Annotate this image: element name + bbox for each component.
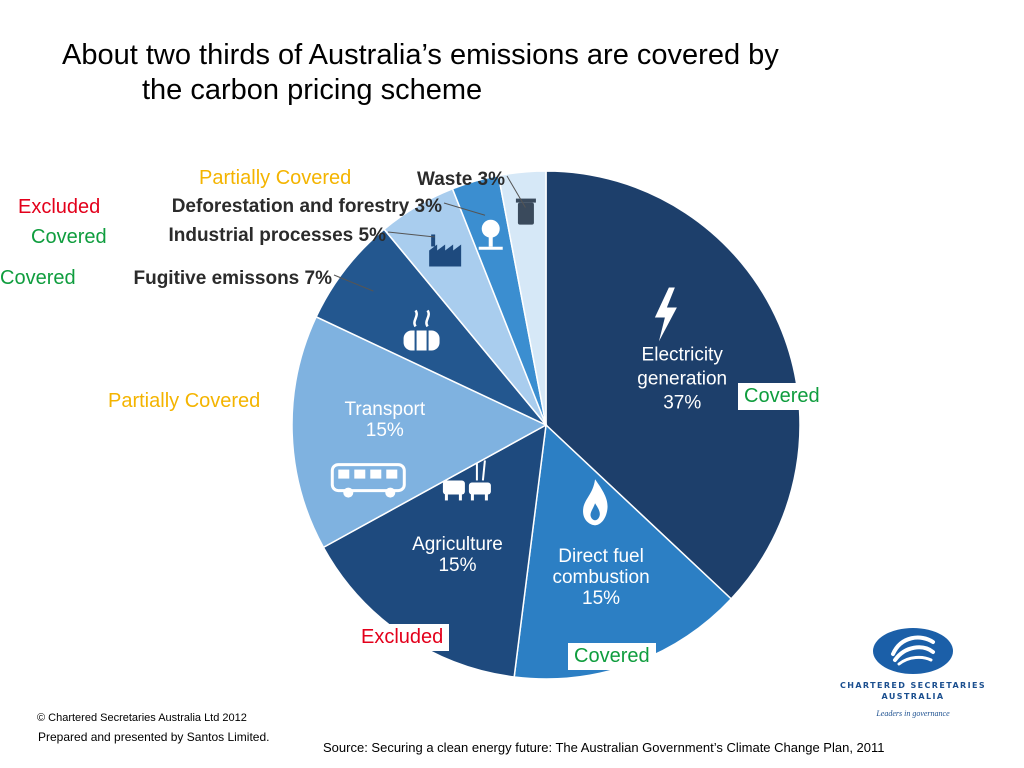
leader-line xyxy=(333,274,374,292)
title-line-1: About two thirds of Australia’s emission… xyxy=(62,39,779,71)
pie-slice-fugitive-emissons xyxy=(315,228,547,426)
coverage-label-fugitive: Covered xyxy=(0,267,76,289)
leader-line xyxy=(443,202,486,216)
title-line-2: the carbon pricing scheme xyxy=(142,74,483,107)
slice-outer-label: Fugitive emissons 7% xyxy=(133,268,332,289)
prepared-by-text: Prepared and presented by Santos Limited… xyxy=(38,730,270,744)
livestock-icon xyxy=(442,460,491,501)
coverage-label-deforestation: Excluded xyxy=(18,196,101,218)
source-text: Source: Securing a clean energy future: … xyxy=(323,740,885,755)
coverage-label-direct-fuel: Covered xyxy=(568,643,656,670)
slice-label: Direct fuel xyxy=(558,546,644,567)
pie-slice-waste xyxy=(497,170,547,426)
slide-title: About two thirds of Australia’s emission… xyxy=(62,38,982,109)
tree-icon xyxy=(478,219,503,250)
coverage-label-electricity: Covered xyxy=(738,383,826,410)
slice-label: 37% xyxy=(663,393,701,414)
lightning-icon xyxy=(654,287,677,342)
slice-label: 15% xyxy=(366,420,404,441)
csa-logo-mark-icon xyxy=(873,628,953,674)
slice-label: 15% xyxy=(582,588,620,609)
slice-outer-label: Deforestation and forestry 3% xyxy=(172,196,442,217)
logo-name-line-1: CHARTERED SECRETARIES xyxy=(839,681,987,690)
slice-outer-label: Industrial processes 5% xyxy=(168,225,386,246)
logo-tagline: Leaders in governance xyxy=(876,708,950,718)
logo-name-line-2: AUSTRALIA xyxy=(881,691,945,701)
bin-icon xyxy=(515,198,536,225)
slice-label: Transport xyxy=(345,399,426,420)
leader-line xyxy=(387,231,435,238)
coverage-label-industrial: Covered xyxy=(31,226,107,248)
leader-line xyxy=(506,175,526,208)
coverage-label-transport: Partially Covered xyxy=(102,388,267,415)
bus-icon xyxy=(330,463,406,498)
coverage-label-agriculture: Excluded xyxy=(355,624,450,651)
coverage-label-waste: Partially Covered xyxy=(199,167,352,189)
copyright-text: © Chartered Secretaries Australia Ltd 20… xyxy=(37,712,247,724)
barrel-icon xyxy=(403,309,440,351)
slice-label: Agriculture xyxy=(412,534,503,555)
slice-label: 15% xyxy=(438,555,476,576)
slice-label: combustion xyxy=(552,567,649,588)
csa-logo: CHARTERED SECRETARIES AUSTRALIA Leaders … xyxy=(838,626,988,718)
slice-label: Electricity xyxy=(642,345,724,366)
flame-icon xyxy=(583,479,608,526)
factory-icon xyxy=(429,234,462,267)
pie-slice-electricity-generation xyxy=(545,170,801,600)
slice-outer-label: Waste 3% xyxy=(417,169,505,190)
slice-label: generation xyxy=(637,369,727,390)
